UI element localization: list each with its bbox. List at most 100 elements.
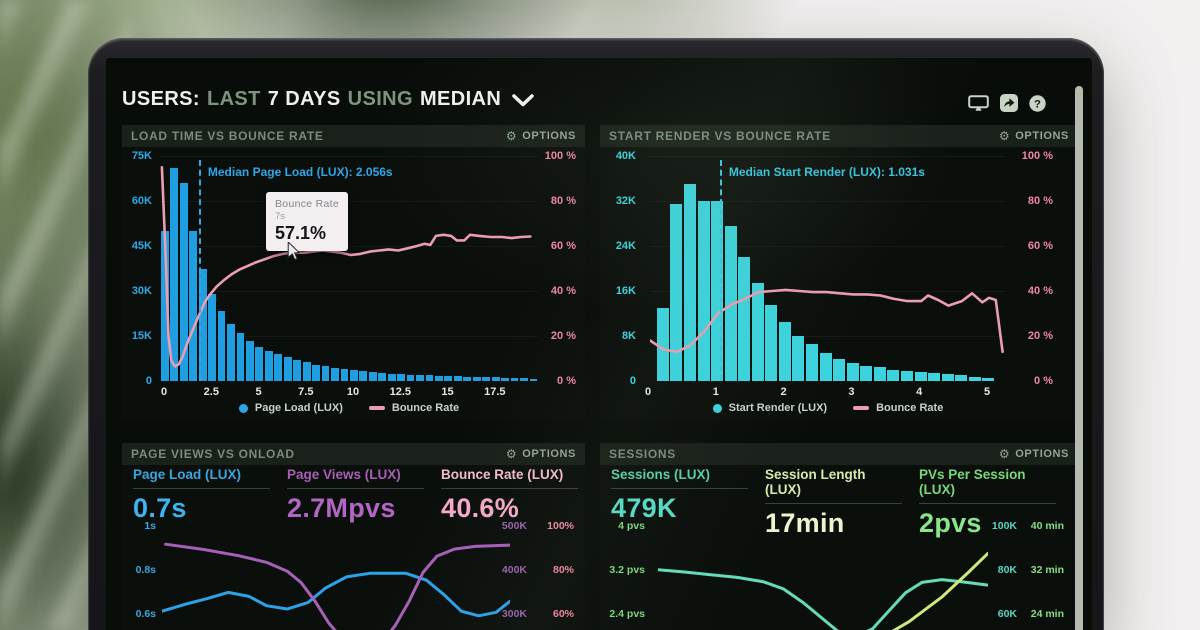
histogram-bar[interactable] — [359, 371, 368, 381]
chart-tooltip: Bounce Rate 7s 57.1% — [266, 192, 349, 251]
bounce-rate-line — [650, 288, 1004, 354]
x-axis-tick: 2 — [780, 386, 787, 398]
histogram-bar[interactable] — [520, 378, 528, 381]
histogram-bar[interactable] — [670, 203, 683, 381]
histogram-bar[interactable] — [246, 340, 254, 381]
histogram-bar[interactable] — [806, 344, 818, 381]
histogram-bar[interactable] — [501, 377, 509, 381]
options-button[interactable]: ⚙ OPTIONS — [506, 130, 576, 142]
legend-item[interactable]: Start Render (LUX) — [712, 402, 827, 414]
options-button[interactable]: ⚙ OPTIONS — [999, 130, 1069, 142]
histogram-bar[interactable] — [406, 374, 415, 381]
panel-title: SESSIONS — [609, 447, 676, 461]
mini-tick-left: 4 pvs — [618, 520, 645, 532]
y-axis-tick: 60 % — [550, 240, 576, 252]
histogram-bar[interactable] — [236, 333, 245, 381]
histogram-bar[interactable] — [397, 374, 406, 381]
mini-tick-value: 100K — [991, 520, 1017, 532]
stat-value: 40.6% — [441, 493, 520, 523]
histogram-bar[interactable] — [955, 375, 968, 381]
histogram-bar[interactable] — [982, 378, 995, 381]
legend-item[interactable]: Page Load (LUX) — [238, 402, 343, 414]
histogram-bar[interactable] — [941, 374, 954, 381]
y-axis-tick: 0 % — [557, 375, 576, 387]
histogram-bar[interactable] — [368, 372, 377, 381]
load-time-chart: Bounce Rate 7s 57.1% Median Page Load (L… — [160, 156, 538, 381]
mini-tick-value: 80% — [552, 564, 574, 576]
histogram-bar[interactable] — [217, 310, 226, 381]
mini-tick-value: 40 min — [1030, 520, 1064, 532]
mini-tick-right: 300K 60% — [494, 608, 574, 620]
help-icon[interactable]: ? — [1029, 94, 1046, 112]
options-button[interactable]: ⚙ OPTIONS — [999, 448, 1069, 460]
histogram-bar[interactable] — [472, 376, 481, 381]
mini-axis-left: 4 pvs 3.2 pvs 2.4 pvs — [606, 515, 645, 630]
histogram-bar[interactable] — [302, 361, 311, 381]
legend-item[interactable]: Bounce Rate — [368, 402, 459, 414]
histogram-bar[interactable] — [208, 294, 217, 381]
histogram-bar[interactable] — [349, 370, 358, 381]
median-annotation: Median Page Load (LUX): 2.056s — [207, 165, 393, 179]
histogram-bar[interactable] — [873, 366, 886, 381]
histogram-bar[interactable] — [463, 376, 472, 381]
histogram-bar[interactable] — [378, 372, 387, 381]
histogram-bar[interactable] — [283, 357, 292, 381]
share-icon[interactable] — [1000, 94, 1018, 112]
vertical-scrollbar[interactable] — [1075, 86, 1083, 630]
histogram-bar[interactable] — [860, 366, 873, 381]
histogram-bar[interactable] — [738, 257, 751, 381]
histogram-bar[interactable] — [160, 231, 169, 381]
histogram-bar[interactable] — [179, 183, 188, 381]
histogram-bar[interactable] — [846, 363, 859, 381]
histogram-bar[interactable] — [900, 370, 913, 381]
mini-tick-value: 80K — [997, 564, 1017, 576]
histogram-bar[interactable] — [819, 352, 832, 381]
panel-start-render: START RENDER VS BOUNCE RATE ⚙ OPTIONS 40… — [600, 125, 1078, 421]
y-axis-tick: 40K — [615, 150, 636, 162]
histogram-bar[interactable] — [444, 375, 453, 381]
histogram-bar[interactable] — [425, 375, 434, 381]
histogram-bar[interactable] — [321, 366, 330, 381]
monitor-icon[interactable] — [968, 94, 989, 112]
histogram-bar[interactable] — [482, 377, 491, 381]
histogram-bar[interactable] — [928, 373, 940, 381]
histogram-bar[interactable] — [529, 378, 538, 381]
histogram-bar[interactable] — [255, 346, 264, 381]
gear-icon: ⚙ — [998, 129, 1011, 143]
y-axis-tick: 0 % — [1034, 375, 1053, 387]
histogram-bar[interactable] — [387, 373, 396, 381]
histogram-bar[interactable] — [340, 369, 349, 381]
histogram-bar[interactable] — [264, 351, 273, 381]
histogram-bar[interactable] — [833, 358, 846, 381]
histogram-bar[interactable] — [683, 184, 696, 381]
histogram-bar[interactable] — [331, 367, 339, 381]
histogram-bar[interactable] — [765, 305, 778, 381]
legend-item[interactable]: Bounce Rate — [853, 402, 943, 414]
histogram-bar[interactable] — [312, 364, 320, 381]
histogram-bar[interactable] — [751, 282, 764, 381]
stat-block: Bounce Rate (LUX) 40.6% — [441, 467, 578, 524]
histogram-bar[interactable] — [227, 324, 235, 381]
histogram-bar[interactable] — [435, 375, 443, 381]
histogram-bar[interactable] — [453, 376, 462, 381]
chevron-down-icon[interactable] — [512, 94, 535, 107]
y-axis-tick: 20 % — [1027, 330, 1053, 342]
histogram-bar[interactable] — [274, 354, 283, 381]
histogram-bar[interactable] — [198, 268, 207, 381]
y-axis-tick: 100 % — [544, 150, 576, 162]
panel-page-views: PAGE VIEWS VS ONLOAD ⚙ OPTIONS Page Load… — [122, 443, 585, 630]
histogram-bar[interactable] — [656, 307, 669, 381]
histogram-bar[interactable] — [887, 369, 900, 381]
histogram-bar[interactable] — [914, 372, 927, 381]
histogram-bar[interactable] — [792, 336, 805, 381]
histogram-bar[interactable] — [778, 321, 791, 381]
x-axis: 0 1 2 3 4 5 — [645, 386, 1004, 400]
options-button[interactable]: ⚙ OPTIONS — [506, 448, 576, 460]
histogram-bar[interactable] — [189, 231, 198, 381]
histogram-bar[interactable] — [510, 378, 519, 381]
histogram-bar[interactable] — [293, 360, 302, 381]
histogram-bar[interactable] — [491, 377, 500, 381]
histogram-bar[interactable] — [968, 376, 981, 381]
histogram-bar[interactable] — [170, 168, 179, 381]
histogram-bar[interactable] — [416, 375, 424, 381]
